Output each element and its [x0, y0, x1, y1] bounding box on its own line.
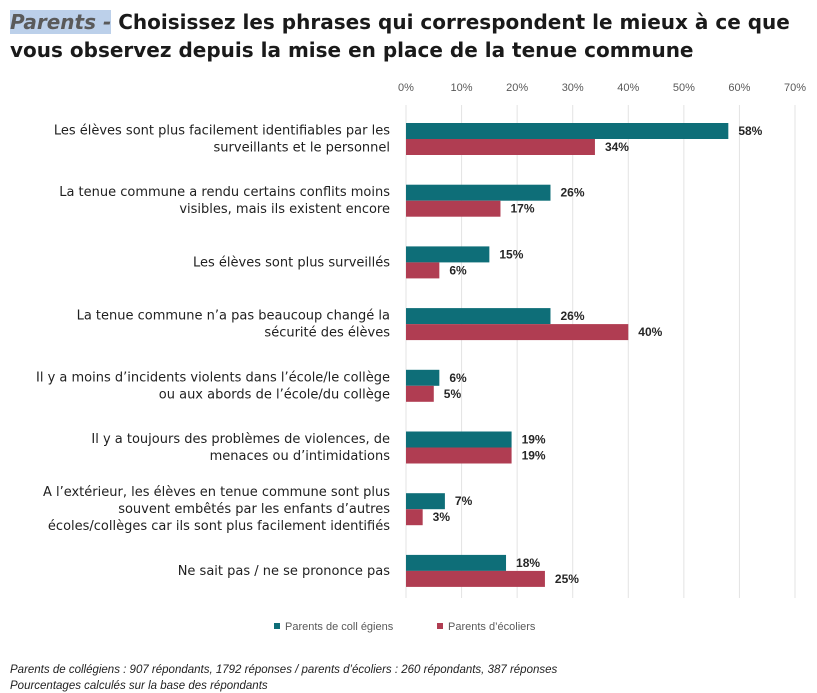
bar-ecoliers: [406, 139, 595, 155]
category-label: souvent embêtés par les enfants d’autres: [118, 502, 390, 517]
data-label: 6%: [449, 263, 467, 277]
category-label: Il y a moins d’incidents violents dans l…: [36, 370, 390, 385]
legend-label: Parents de coll égiens: [285, 621, 394, 633]
legend-label: Parents d’écoliers: [448, 621, 536, 633]
data-label: 25%: [555, 572, 579, 586]
bar-ecoliers: [406, 509, 423, 526]
footnote-respondents: Parents de collégiens : 907 répondants, …: [10, 664, 558, 676]
category-label: Ne sait pas / ne se prononce pas: [178, 564, 391, 579]
bar-collegiens: [406, 123, 729, 139]
category-label: Les élèves sont plus surveillés: [193, 255, 390, 270]
data-label: 15%: [499, 247, 523, 261]
data-label: 19%: [522, 433, 546, 447]
chart-title: Parents - Choisissez les phrases qui cor…: [10, 8, 810, 64]
bar-ecoliers: [406, 324, 629, 341]
bar-collegiens: [406, 246, 490, 263]
data-label: 58%: [738, 124, 762, 138]
bar-collegiens: [406, 493, 445, 510]
x-tick-label: 60%: [728, 82, 750, 94]
bar-ecoliers: [406, 447, 512, 464]
category-label: menaces ou d’intimidations: [210, 449, 391, 464]
bar-ecoliers: [406, 200, 501, 217]
category-label: sécurité des élèves: [264, 326, 390, 341]
category-label: A l’extérieur, les élèves en tenue commu…: [43, 485, 390, 500]
legend-swatch: [437, 623, 443, 629]
data-label: 5%: [444, 387, 462, 401]
data-label: 17%: [510, 202, 534, 216]
data-label: 7%: [455, 494, 473, 508]
data-label: 26%: [560, 309, 584, 323]
title-highlight: Parents -: [10, 10, 112, 34]
x-tick-label: 0%: [398, 82, 414, 94]
bar-collegiens: [406, 554, 507, 571]
bar-collegiens: [406, 369, 440, 386]
data-label: 34%: [605, 140, 629, 154]
footnote-percent-basis: Pourcentages calculés sur la base des ré…: [10, 680, 268, 692]
category-label: visibles, mais ils existent encore: [179, 202, 390, 217]
x-tick-label: 10%: [451, 82, 473, 94]
x-tick-label: 30%: [562, 82, 584, 94]
bar-collegiens: [406, 431, 512, 448]
x-tick-label: 50%: [673, 82, 695, 94]
data-label: 40%: [638, 325, 662, 339]
data-label: 26%: [560, 186, 584, 200]
legend-swatch: [274, 623, 280, 629]
bar-ecoliers: [406, 385, 434, 402]
bar-chart: 0% 10% 20% 30% 40% 50% 60% 70% Les élèves sont p…: [36, 82, 806, 633]
bar-ecoliers: [406, 262, 440, 279]
category-label: Les élèves sont plus facilement identifi…: [54, 124, 390, 139]
category-label: écoles/collèges car ils sont plus facile…: [48, 519, 390, 534]
bar-collegiens: [406, 308, 551, 325]
x-tick-label: 40%: [617, 82, 639, 94]
bar-collegiens: [406, 184, 551, 201]
category-label: surveillants et le personnel: [214, 141, 390, 156]
data-label: 6%: [449, 371, 467, 385]
data-label: 19%: [522, 449, 546, 463]
category-label: Il y a toujours des problèmes de violenc…: [91, 432, 390, 447]
x-tick-label: 20%: [506, 82, 528, 94]
x-tick-label: 70%: [784, 82, 806, 94]
category-label: ou aux abords de l’école/du collège: [159, 387, 390, 402]
bar-ecoliers: [406, 570, 545, 587]
data-label: 18%: [516, 556, 540, 570]
category-label: La tenue commune a rendu certains confli…: [59, 185, 390, 200]
title-text: Choisissez les phrases qui correspondent…: [10, 10, 790, 62]
data-label: 3%: [433, 510, 451, 524]
category-label: La tenue commune n’a pas beaucoup changé…: [77, 309, 390, 324]
